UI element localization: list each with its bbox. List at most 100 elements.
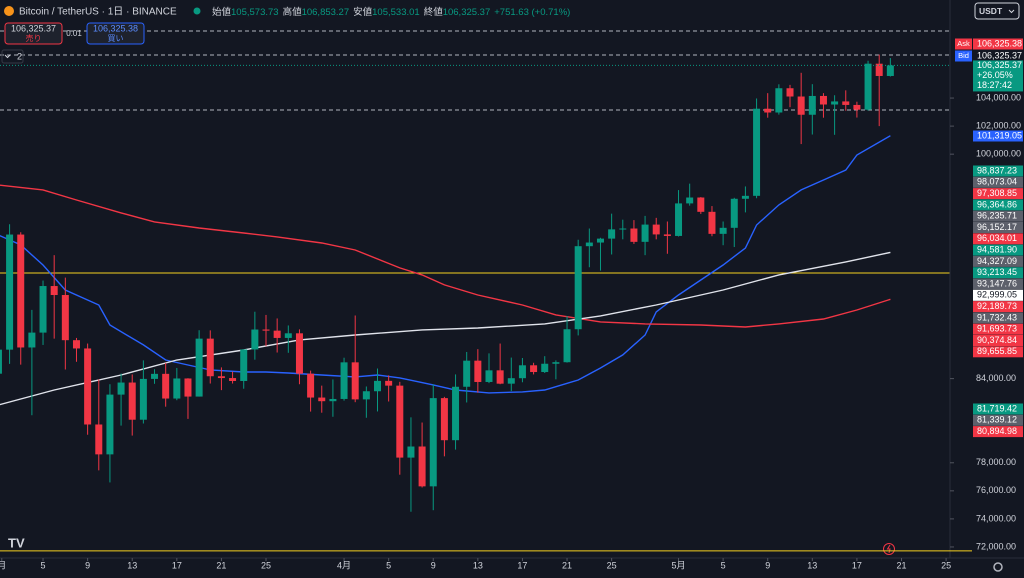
indicator-count[interactable]: 2 xyxy=(17,51,22,61)
chevron-icon xyxy=(4,54,11,59)
price-label-box xyxy=(973,210,1023,222)
ohlc-label: 始値 xyxy=(212,6,232,18)
candle-body xyxy=(496,370,504,384)
currency-button[interactable] xyxy=(974,2,1020,20)
price-label: 97,308.85 xyxy=(977,188,1017,198)
candle-body xyxy=(663,234,671,236)
candle-body xyxy=(396,385,404,458)
candle-body xyxy=(875,63,883,76)
candle-body xyxy=(318,397,326,402)
candle-body xyxy=(708,211,716,234)
sell-price[interactable]: 106,325.37 xyxy=(11,23,56,33)
candle-body xyxy=(719,227,727,234)
x-tick-label: 13 xyxy=(807,560,817,570)
price-label-box xyxy=(973,176,1023,188)
candle-body xyxy=(452,386,460,441)
y-tick-label: 100,000.00 xyxy=(976,149,1021,159)
x-tick-label: 25 xyxy=(261,560,271,570)
ask-price: 106,325.38 xyxy=(977,38,1022,48)
moving-average xyxy=(0,135,891,394)
logo: TV xyxy=(8,535,25,550)
candle-body xyxy=(753,108,761,196)
y-tick-label: 104,000.00 xyxy=(976,92,1021,102)
candle-body xyxy=(697,197,705,212)
indicator-toggle[interactable] xyxy=(1,49,24,64)
price-label-box xyxy=(973,335,1023,346)
buy-price[interactable]: 106,325.38 xyxy=(93,23,138,33)
bid-price: 106,325.37 xyxy=(977,50,1022,60)
x-tick-label: 21 xyxy=(896,560,906,570)
candle-body xyxy=(128,382,136,420)
x-tick-label: 17 xyxy=(172,560,182,570)
quantity[interactable]: 0.01 xyxy=(66,29,82,38)
candle-body xyxy=(842,101,850,105)
price-label: 96,235.71 xyxy=(977,211,1017,221)
candle-body xyxy=(72,340,80,349)
price-label-box xyxy=(973,233,1023,245)
price-label-box xyxy=(973,301,1023,313)
candle-body xyxy=(831,101,839,105)
ohlc-label: 終値 xyxy=(424,6,444,18)
candle-body xyxy=(686,197,694,204)
candle-body xyxy=(507,378,515,384)
candle-body xyxy=(385,380,393,386)
candle-body xyxy=(675,203,683,236)
x-tick-label: 13 xyxy=(127,560,137,570)
candle-body xyxy=(184,378,192,397)
candle-body xyxy=(50,286,58,296)
price-label-box xyxy=(973,255,1023,267)
candle-body xyxy=(106,394,114,455)
ohlc-value: 105,533.01 xyxy=(372,7,420,18)
price-label-box xyxy=(973,165,1023,177)
symbol-title: Bitcoin / TetherUS · 1日 · BINANCE xyxy=(19,7,177,18)
candle-body xyxy=(563,329,571,363)
symbol-icon xyxy=(4,6,14,16)
price-label: 89,655.85 xyxy=(977,346,1017,356)
candle-body xyxy=(351,362,359,400)
candle-body xyxy=(39,286,47,333)
candle-body xyxy=(162,373,170,399)
x-tick-label: 17 xyxy=(517,560,527,570)
price-label-box xyxy=(973,278,1023,290)
candle-body xyxy=(240,349,248,382)
settings-icon[interactable] xyxy=(993,562,1003,572)
candle-body xyxy=(819,95,827,105)
candle-body xyxy=(641,224,649,242)
currency[interactable]: USDT xyxy=(979,6,1003,16)
y-tick-label: 72,000.00 xyxy=(976,541,1016,551)
price-label-box xyxy=(973,403,1023,415)
x-tick-label: 9 xyxy=(431,560,436,570)
candle-body xyxy=(786,88,794,97)
plot-area xyxy=(0,30,950,512)
y-tick-label: 74,000.00 xyxy=(976,513,1016,523)
price-label-box xyxy=(973,267,1023,279)
buy-button[interactable] xyxy=(86,22,145,45)
candle-body xyxy=(329,398,337,402)
candle-body xyxy=(6,234,14,350)
candle-body xyxy=(808,95,816,115)
moving-average xyxy=(0,184,891,328)
ohlc-value: 106,853.27 xyxy=(302,7,350,18)
x-tick-label: 21 xyxy=(216,560,226,570)
chevron-icon xyxy=(1008,9,1015,14)
x-tick-label: 5 xyxy=(386,560,391,570)
price-label: 92,189.73 xyxy=(977,301,1017,311)
candle-body xyxy=(61,295,69,341)
candle-body xyxy=(864,63,872,110)
candle-body xyxy=(730,198,738,228)
time-scale xyxy=(0,558,1024,578)
y-tick-label: 102,000.00 xyxy=(976,120,1021,130)
ohlc-change: +751.63 (+0.71%) xyxy=(494,7,570,18)
last-price: 106,325.37 xyxy=(977,60,1022,70)
price-label: 98,073.04 xyxy=(977,177,1017,187)
sell-label[interactable]: 売り xyxy=(26,33,42,43)
sell-button[interactable] xyxy=(4,22,63,45)
x-tick-label: 21 xyxy=(562,560,572,570)
candle-body xyxy=(251,329,259,350)
candle-body xyxy=(797,96,805,115)
y-tick-label: 84,000.00 xyxy=(976,373,1016,383)
candle-body xyxy=(596,238,604,243)
x-tick-label: 5 xyxy=(721,560,726,570)
buy-label[interactable]: 買い xyxy=(108,34,124,43)
last-change: +26.05% xyxy=(977,70,1013,80)
